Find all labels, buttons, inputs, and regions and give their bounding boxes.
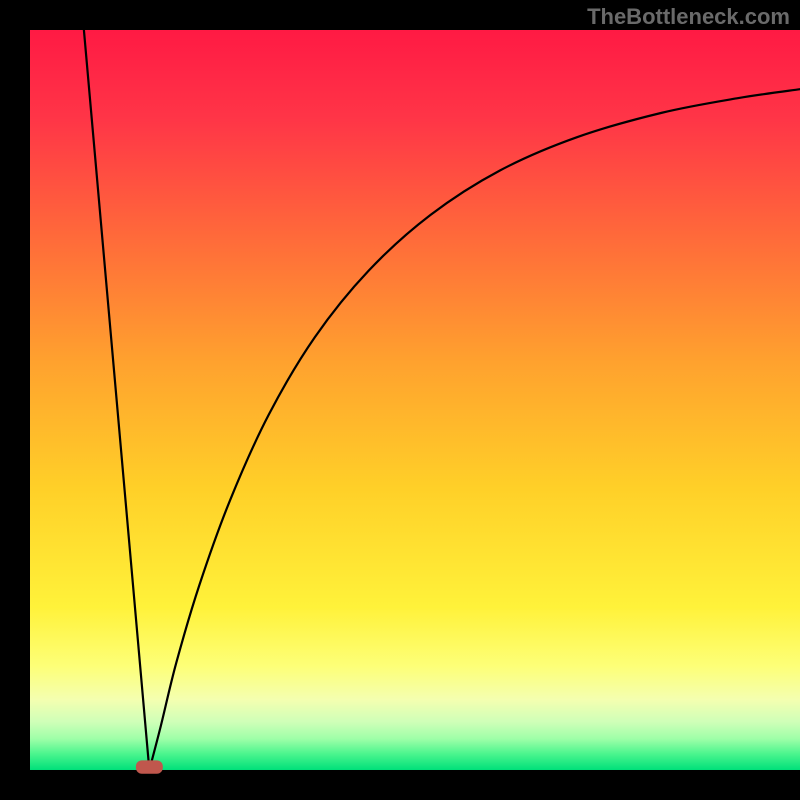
bottleneck-chart: TheBottleneck.com: [0, 0, 800, 800]
chart-svg: [0, 0, 800, 800]
dip-marker: [136, 760, 163, 773]
watermark-text: TheBottleneck.com: [587, 4, 790, 30]
plot-background: [30, 30, 800, 770]
